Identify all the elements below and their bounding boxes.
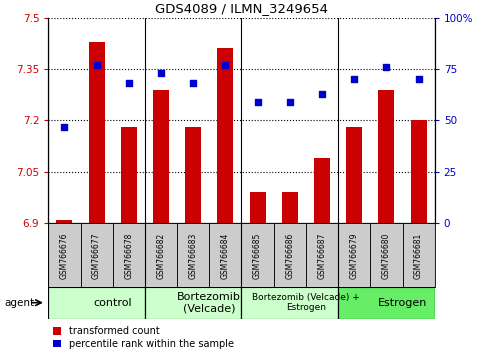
Text: GSM766679: GSM766679 [350,233,359,279]
FancyBboxPatch shape [242,223,274,287]
FancyBboxPatch shape [113,223,145,287]
Point [222,62,229,68]
Bar [121,127,137,223]
FancyBboxPatch shape [48,287,145,319]
Point [93,62,100,68]
FancyBboxPatch shape [274,223,306,287]
Text: GSM766683: GSM766683 [189,233,198,279]
Text: Estrogen: Estrogen [378,298,427,308]
Text: GSM766677: GSM766677 [92,233,101,279]
Point [254,99,261,105]
Point [350,76,358,82]
Text: Bortezomib
(Velcade): Bortezomib (Velcade) [177,292,241,314]
Text: GSM766685: GSM766685 [253,233,262,279]
Text: control: control [93,298,132,308]
FancyBboxPatch shape [242,287,338,319]
Text: Bortezomib (Velcade) +
Estrogen: Bortezomib (Velcade) + Estrogen [252,293,360,312]
Text: GSM766681: GSM766681 [414,233,423,279]
Text: GSM766678: GSM766678 [124,233,133,279]
FancyBboxPatch shape [338,287,435,319]
FancyBboxPatch shape [145,287,242,319]
Point [286,99,294,105]
Bar [346,127,362,223]
Bar [314,158,330,223]
FancyBboxPatch shape [402,223,435,287]
Legend: transformed count, percentile rank within the sample: transformed count, percentile rank withi… [53,326,234,349]
Point [157,70,165,76]
Point [125,81,133,86]
Title: GDS4089 / ILMN_3249654: GDS4089 / ILMN_3249654 [155,2,328,15]
Point [189,81,197,86]
Bar [153,90,169,223]
FancyBboxPatch shape [81,223,113,287]
Point [60,124,68,129]
Text: agent: agent [5,298,35,308]
Bar [57,219,72,223]
FancyBboxPatch shape [145,223,177,287]
Text: GSM766682: GSM766682 [156,233,166,279]
Bar [88,42,105,223]
Text: GSM766686: GSM766686 [285,233,294,279]
Bar [411,120,426,223]
FancyBboxPatch shape [209,223,242,287]
Text: GSM766684: GSM766684 [221,233,230,279]
Bar [217,48,233,223]
Bar [378,90,395,223]
FancyBboxPatch shape [48,223,81,287]
Bar [185,127,201,223]
Point [415,76,423,82]
Point [383,64,390,70]
Text: GSM766676: GSM766676 [60,233,69,279]
Point [318,91,326,97]
FancyBboxPatch shape [338,223,370,287]
FancyBboxPatch shape [370,223,402,287]
FancyBboxPatch shape [306,223,338,287]
FancyBboxPatch shape [177,223,209,287]
Bar [282,192,298,223]
Text: GSM766687: GSM766687 [317,233,327,279]
Bar [250,192,266,223]
Text: GSM766680: GSM766680 [382,233,391,279]
